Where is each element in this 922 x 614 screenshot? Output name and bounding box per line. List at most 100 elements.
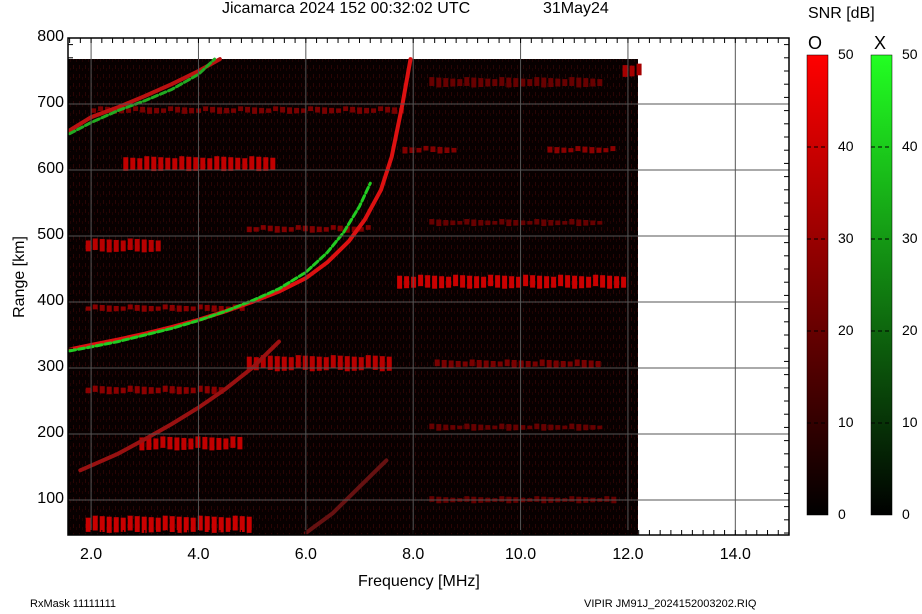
echo-block: [358, 357, 364, 371]
echo-block: [441, 359, 447, 368]
echo-block: [126, 108, 132, 113]
echo-block: [576, 219, 582, 227]
echo-block: [547, 146, 553, 153]
y-tick-label: 600: [37, 160, 64, 177]
echo-block: [165, 157, 171, 171]
echo-block: [259, 107, 265, 114]
echo-block: [160, 436, 166, 448]
echo-block: [527, 220, 533, 225]
echo-block: [169, 304, 175, 311]
echo-block: [148, 387, 154, 394]
echo-block: [232, 515, 238, 531]
y-tick-label: 100: [37, 490, 64, 508]
x-tick-label: 8.0: [402, 546, 425, 563]
echo-block: [569, 496, 575, 502]
echo-block: [188, 438, 194, 450]
echo-block: [216, 437, 222, 450]
colorbar-tick-label: 50: [838, 46, 854, 62]
echo-block: [603, 148, 609, 153]
x-tick-label: 6.0: [294, 546, 317, 563]
echo-block: [523, 274, 529, 287]
colorbar-tick-label: 40: [838, 138, 854, 154]
echo-block: [423, 145, 429, 151]
echo-block: [555, 220, 561, 226]
echo-block: [195, 436, 201, 448]
echo-block: [309, 226, 315, 233]
echo-block: [120, 517, 126, 532]
echo-block: [134, 304, 140, 311]
x-tick-label: 12.0: [612, 546, 644, 563]
echo-block: [451, 147, 457, 153]
echo-block: [153, 438, 159, 450]
echo-block: [218, 517, 224, 533]
echo-block: [295, 225, 301, 230]
echo-block: [541, 219, 547, 227]
echo-block: [246, 226, 252, 233]
echo-block: [209, 437, 215, 451]
chart-title: Jicamarca 2024 152 00:32:02 UTC: [222, 0, 471, 17]
echo-block: [270, 157, 276, 171]
echo-block: [106, 305, 112, 312]
echo-block: [200, 157, 206, 171]
echo-block: [544, 276, 550, 289]
colorbar-tick-label: 30: [838, 230, 854, 246]
echo-block: [527, 79, 533, 87]
echo-block: [532, 361, 538, 367]
echo-block: [548, 424, 554, 431]
echo-block: [558, 274, 564, 287]
echo-block: [534, 496, 540, 502]
echo-block: [397, 275, 403, 289]
echo-block: [527, 425, 533, 430]
echo-block: [471, 219, 477, 227]
echo-block: [513, 424, 519, 431]
echo-block: [197, 385, 203, 392]
o-mode-colorbar: [806, 54, 829, 516]
echo-block: [636, 63, 642, 76]
colorbar-tick-label: 50: [902, 46, 918, 62]
echo-block: [85, 306, 91, 311]
grid-lines: [68, 38, 789, 535]
echo-block: [583, 219, 589, 226]
echo-block: [218, 305, 224, 312]
echo-block: [350, 106, 356, 113]
colorbar-tick-label: 40: [902, 138, 918, 154]
x-tick-label: 4.0: [187, 546, 210, 563]
echo-block: [518, 360, 524, 368]
echo-block: [425, 275, 431, 288]
echo-block: [448, 360, 454, 368]
echo-block: [351, 226, 357, 233]
echo-block: [176, 386, 182, 395]
echo-block: [534, 423, 540, 430]
echo-block: [569, 218, 575, 225]
echo-block: [344, 226, 350, 233]
echo-block: [504, 359, 510, 367]
echo-block: [127, 238, 133, 250]
echo-block: [553, 360, 559, 368]
echo-block: [230, 436, 236, 448]
echo-block: [450, 425, 456, 430]
echo-block: [499, 496, 505, 502]
echo-block: [322, 107, 328, 114]
echo-block: [210, 106, 216, 113]
x-tick-label: 2.0: [79, 546, 103, 563]
echo-block: [513, 219, 519, 226]
colorbar-tick-label: 10: [838, 414, 854, 430]
echo-block: [106, 239, 112, 253]
echo-block: [562, 79, 568, 87]
echo-block: [492, 79, 498, 87]
echo-block: [511, 359, 517, 368]
echo-block: [478, 424, 484, 431]
echo-block: [621, 276, 627, 288]
echo-block: [464, 77, 470, 86]
echo-block: [225, 517, 231, 532]
echo-block: [140, 106, 146, 113]
echo-block: [457, 425, 463, 430]
echo-block: [120, 387, 126, 394]
echo-block: [281, 226, 287, 233]
echo-block: [464, 496, 470, 502]
echo-block: [337, 225, 343, 232]
echo-block: [485, 425, 491, 430]
echo-block: [197, 515, 203, 531]
echo-block: [155, 240, 161, 252]
echo-block: [161, 108, 167, 113]
